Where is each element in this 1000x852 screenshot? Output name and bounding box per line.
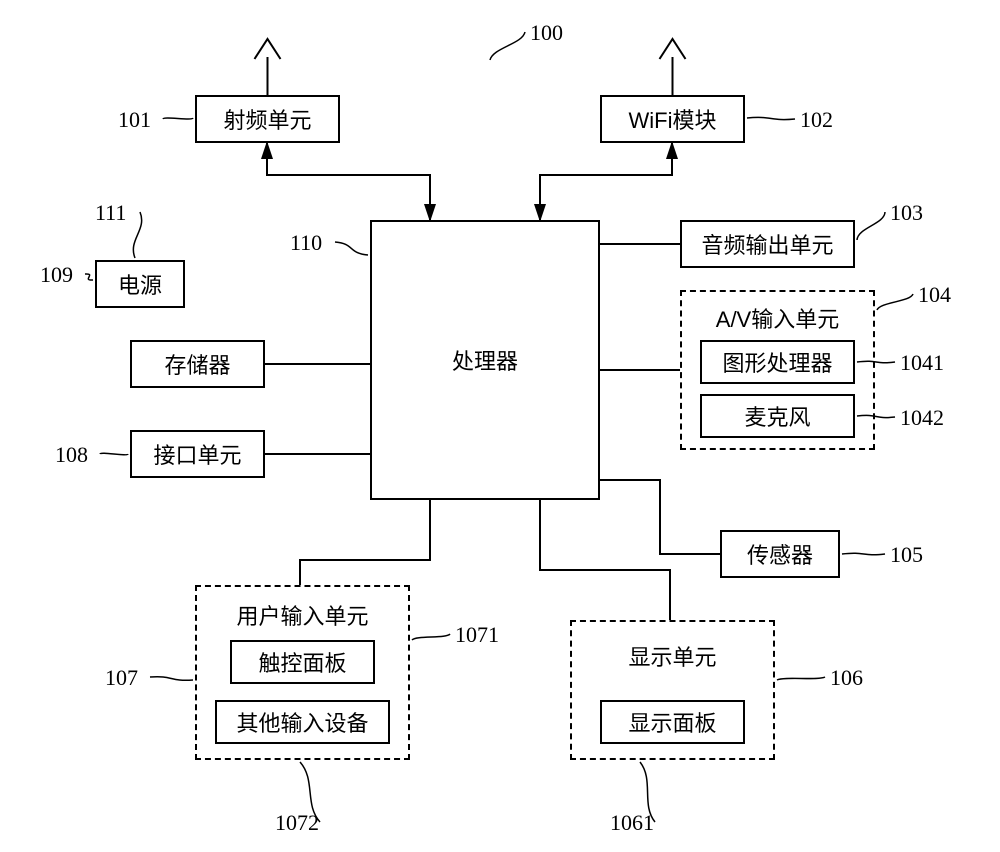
group-title: 用户输入单元 — [197, 599, 408, 631]
block-processor: 处理器 — [370, 220, 600, 500]
ref-label-106: 106 — [830, 665, 863, 691]
block-sensor: 传感器 — [720, 530, 840, 578]
ref-label-100: 100 — [530, 20, 563, 46]
block-memory: 存储器 — [130, 340, 265, 388]
block-wifi: WiFi模块 — [600, 95, 745, 143]
ref-label-107: 107 — [105, 665, 138, 691]
ref-label-102: 102 — [800, 107, 833, 133]
group-title: A/V输入单元 — [682, 302, 873, 334]
block-rf: 射频单元 — [195, 95, 340, 143]
group-av-input: A/V输入单元 — [680, 290, 875, 450]
ref-label-110: 110 — [290, 230, 322, 256]
ref-label-1061: 1061 — [610, 810, 654, 836]
ref-label-101: 101 — [118, 107, 151, 133]
block-label: 传感器 — [747, 538, 813, 570]
block-audio-out: 音频输出单元 — [680, 220, 855, 268]
ref-label-1071: 1071 — [455, 622, 499, 648]
ref-label-104: 104 — [918, 282, 951, 308]
block-label: 处理器 — [452, 344, 518, 376]
ref-label-108: 108 — [55, 442, 88, 468]
block-interface: 接口单元 — [130, 430, 265, 478]
block-label: 电源 — [118, 268, 162, 300]
block-power: 电源 — [95, 260, 185, 308]
block-label: 接口单元 — [153, 438, 241, 470]
ref-label-105: 105 — [890, 542, 923, 568]
ref-label-109: 109 — [40, 262, 73, 288]
ref-label-103: 103 — [890, 200, 923, 226]
ref-label-1041: 1041 — [900, 350, 944, 376]
ref-label-1072: 1072 — [275, 810, 319, 836]
group-display: 显示单元 — [570, 620, 775, 760]
diagram-canvas: 处理器 射频单元 WiFi模块 音频输出单元 图形处理器 麦克风 传感器 电源 … — [0, 0, 1000, 852]
ref-label-1042: 1042 — [900, 405, 944, 431]
block-label: 音频输出单元 — [701, 228, 833, 260]
block-label: 存储器 — [164, 348, 230, 380]
group-user-input: 用户输入单元 — [195, 585, 410, 760]
block-label: 射频单元 — [223, 103, 311, 135]
group-title: 显示单元 — [572, 640, 773, 672]
ref-label-111: 111 — [95, 200, 126, 226]
block-label: WiFi模块 — [629, 103, 717, 135]
